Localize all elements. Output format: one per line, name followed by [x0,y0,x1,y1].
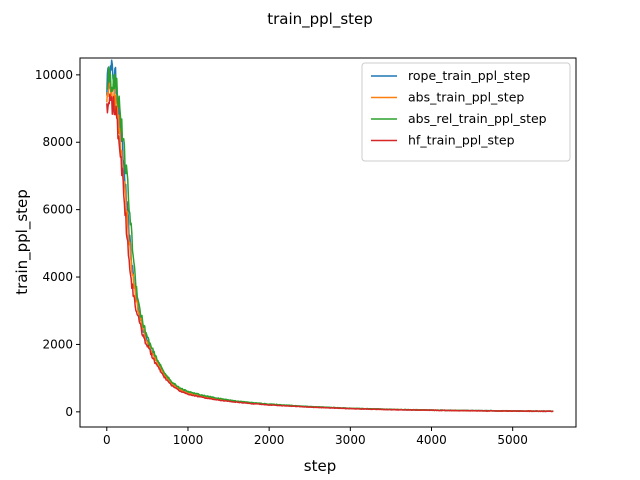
axes-frame [79,57,577,428]
y-axis-label: train_ppl_step [13,189,32,295]
chart-title: train_ppl_step [267,10,373,29]
y-tick-label: 0 [65,405,73,419]
y-tick-label: 2000 [42,337,73,351]
plot-area [106,59,554,413]
legend-label: abs_train_ppl_step [408,90,524,105]
y-tick-label: 8000 [42,135,73,149]
x-tick-label: 0 [103,433,111,447]
y-tick-label: 6000 [42,203,73,217]
x-tick-label: 1000 [173,433,204,447]
x-tick-label: 4000 [416,433,447,447]
x-tick-label: 2000 [254,433,285,447]
series-line-hf_train_ppl_step [106,93,554,413]
y-tick-label: 10000 [35,68,73,82]
legend-label: hf_train_ppl_step [408,133,515,148]
x-tick-label: 5000 [497,433,528,447]
y-axis: 0 2000 4000 6000 8000 10000 [35,68,80,419]
legend-label: abs_rel_train_ppl_step [408,111,547,126]
legend-label: rope_train_ppl_step [408,68,530,83]
y-tick-label: 4000 [42,270,73,284]
x-axis: 0 1000 2000 3000 4000 5000 [103,427,528,447]
legend-box [361,62,571,162]
x-axis-label: step [304,457,336,475]
x-tick-label: 3000 [335,433,366,447]
legend: rope_train_ppl_step abs_train_ppl_stepabs… [361,62,571,162]
